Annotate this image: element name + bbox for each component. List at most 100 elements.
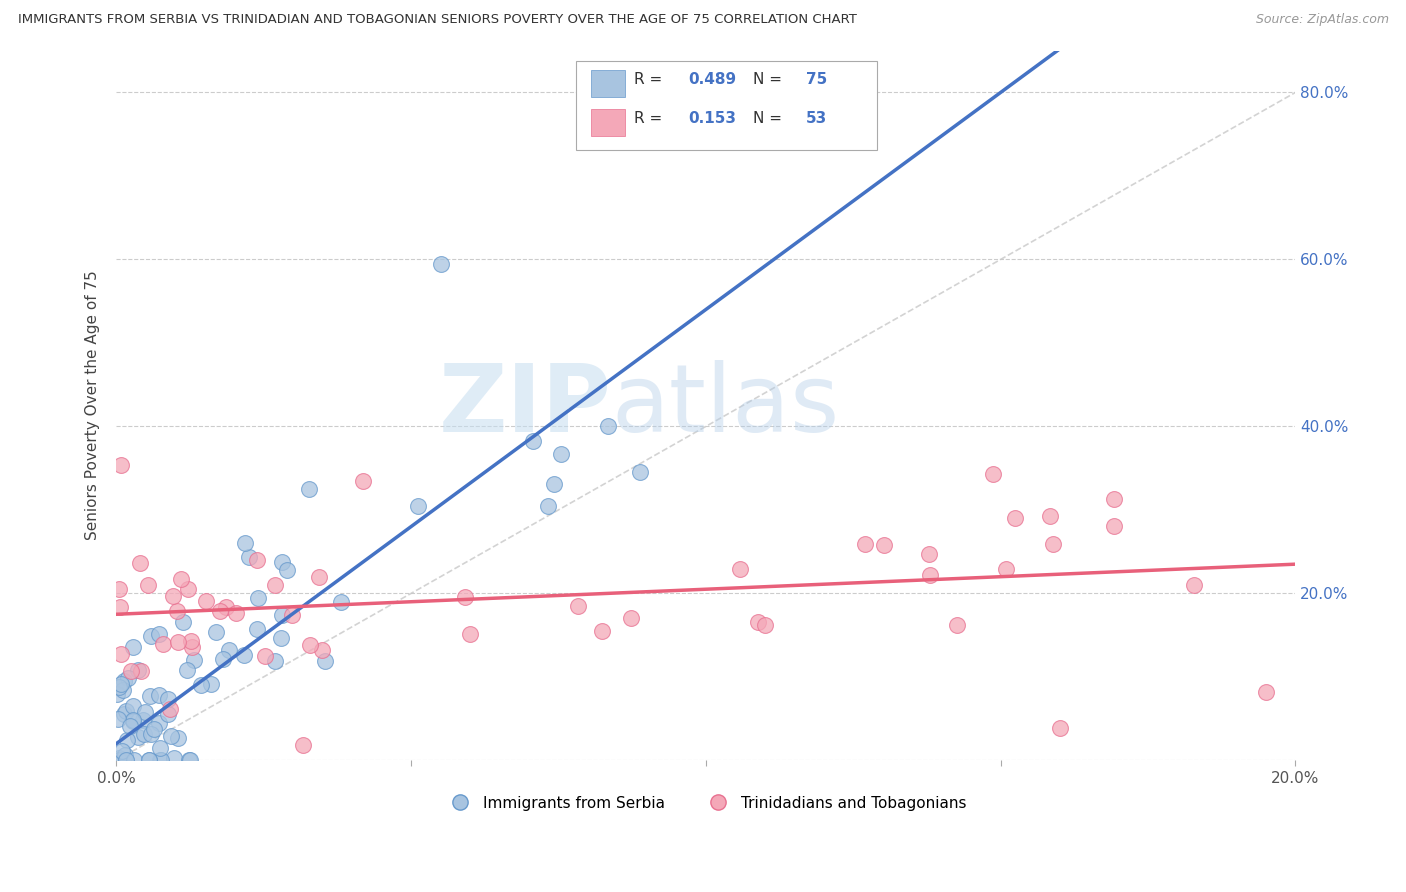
Point xyxy=(166,604,188,618)
Point xyxy=(308,570,330,584)
Point xyxy=(122,713,145,727)
Point xyxy=(141,629,163,643)
Text: R =: R = xyxy=(634,71,666,87)
Point xyxy=(225,606,247,620)
Point xyxy=(108,600,131,615)
Point xyxy=(311,643,333,657)
Point xyxy=(550,447,572,461)
Point xyxy=(264,578,287,592)
Text: 75: 75 xyxy=(806,71,827,87)
Point xyxy=(149,753,172,767)
Point xyxy=(159,729,181,743)
Point xyxy=(995,562,1018,576)
Point xyxy=(115,732,138,747)
Point xyxy=(429,257,451,271)
Point xyxy=(567,599,589,614)
Point xyxy=(120,664,142,678)
Point xyxy=(138,753,160,767)
Point xyxy=(136,577,159,591)
Point xyxy=(270,555,292,569)
Point xyxy=(218,643,240,657)
Point xyxy=(134,706,156,720)
Point xyxy=(190,678,212,692)
Point xyxy=(200,677,222,691)
Point xyxy=(205,624,228,639)
Text: 0.153: 0.153 xyxy=(688,112,737,127)
Point xyxy=(122,753,145,767)
Point xyxy=(195,594,218,608)
Point xyxy=(299,638,322,652)
Legend: Immigrants from Serbia, Trinidadians and Tobagonians: Immigrants from Serbia, Trinidadians and… xyxy=(439,789,973,816)
Point xyxy=(981,467,1004,481)
Point xyxy=(117,671,139,685)
Point xyxy=(246,553,269,567)
Point xyxy=(177,582,200,597)
Point xyxy=(208,604,231,618)
Point xyxy=(163,751,186,765)
Point xyxy=(537,499,560,513)
Text: R =: R = xyxy=(634,112,672,127)
Text: N =: N = xyxy=(754,112,787,127)
Text: IMMIGRANTS FROM SERBIA VS TRINIDADIAN AND TOBAGONIAN SENIORS POVERTY OVER THE AG: IMMIGRANTS FROM SERBIA VS TRINIDADIAN AN… xyxy=(18,13,858,27)
Point xyxy=(114,753,136,767)
Point xyxy=(522,434,544,448)
Point xyxy=(270,632,292,646)
FancyBboxPatch shape xyxy=(592,70,624,97)
Text: atlas: atlas xyxy=(612,359,839,451)
Point xyxy=(114,704,136,718)
Text: 53: 53 xyxy=(806,112,827,127)
Point xyxy=(139,689,162,703)
Point xyxy=(314,654,336,668)
Point xyxy=(1049,721,1071,735)
Point xyxy=(167,731,190,745)
Point xyxy=(142,722,165,736)
Point xyxy=(1004,511,1026,525)
Point xyxy=(128,556,150,570)
Point xyxy=(138,753,160,767)
Point xyxy=(139,727,162,741)
Point xyxy=(149,740,172,755)
Point xyxy=(253,649,276,664)
Point xyxy=(1102,519,1125,533)
Point xyxy=(115,753,138,767)
Point xyxy=(157,692,180,706)
Point xyxy=(108,750,131,764)
Point xyxy=(1042,537,1064,551)
Point xyxy=(149,753,172,767)
Point xyxy=(620,611,643,625)
Point xyxy=(176,663,198,677)
Point xyxy=(177,753,200,767)
Point xyxy=(211,652,233,666)
Point xyxy=(270,607,292,622)
Point xyxy=(183,653,205,667)
Point xyxy=(105,687,128,701)
Point xyxy=(111,744,134,758)
Point xyxy=(276,563,298,577)
Point xyxy=(110,677,132,691)
Point xyxy=(129,664,152,678)
Point xyxy=(132,727,155,741)
Point xyxy=(215,600,238,615)
Point xyxy=(264,654,287,668)
Point xyxy=(238,549,260,564)
Point xyxy=(233,648,256,663)
Point xyxy=(112,674,135,689)
Point xyxy=(853,537,876,551)
Point xyxy=(112,706,135,721)
Point xyxy=(291,738,314,752)
Point xyxy=(596,418,619,433)
Point xyxy=(107,713,129,727)
Point xyxy=(180,634,202,648)
Point xyxy=(166,635,188,649)
Point xyxy=(281,608,304,623)
Point xyxy=(152,637,174,651)
Point xyxy=(108,582,131,596)
Point xyxy=(110,458,132,472)
Point xyxy=(1104,491,1126,506)
Point xyxy=(543,477,565,491)
Point xyxy=(406,499,429,513)
Point xyxy=(127,730,149,744)
Point xyxy=(628,465,651,479)
Point xyxy=(107,753,129,767)
Point xyxy=(121,714,143,728)
